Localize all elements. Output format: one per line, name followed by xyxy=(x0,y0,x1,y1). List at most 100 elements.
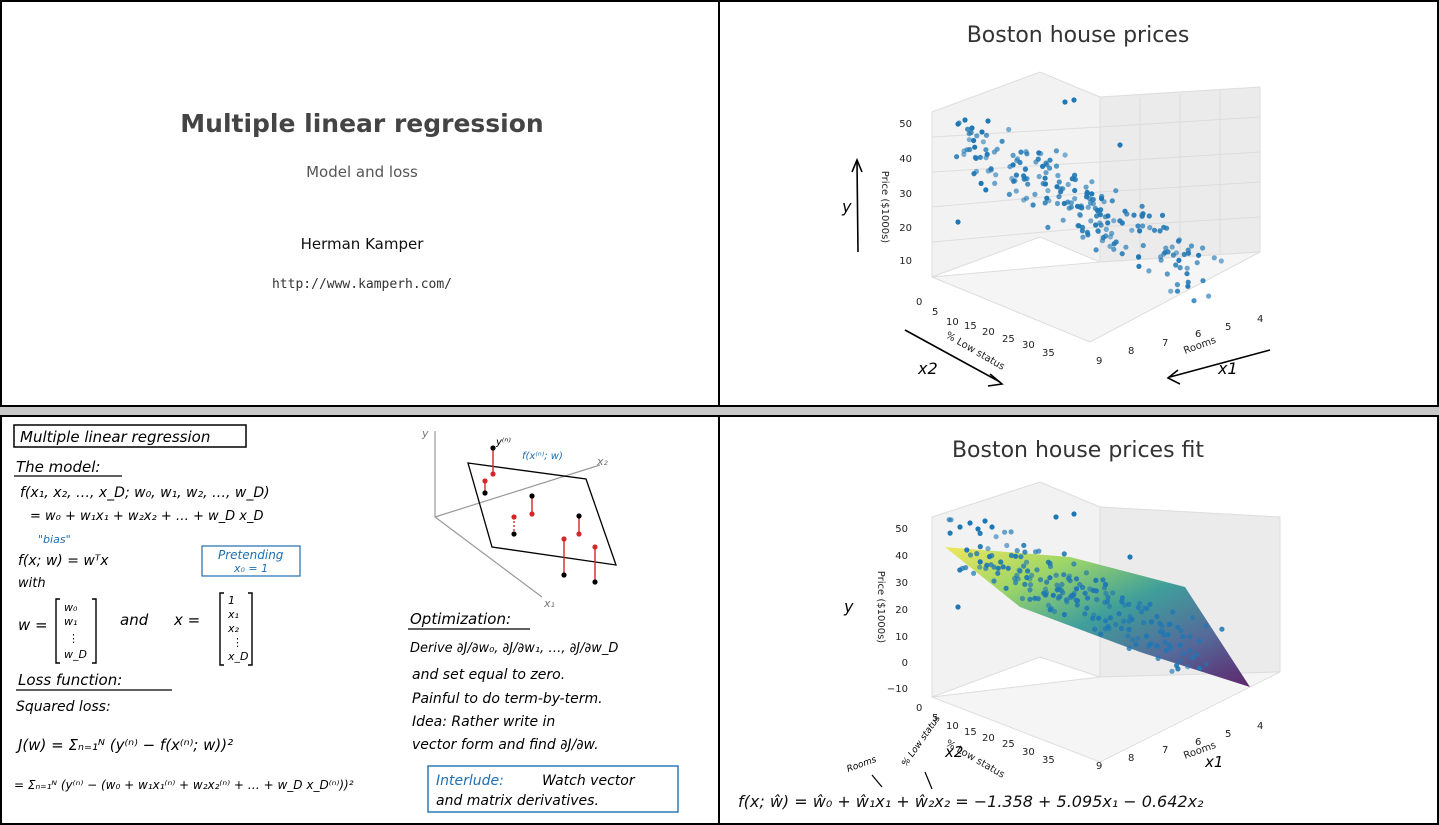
z-tick: 40 xyxy=(895,551,908,562)
opt-line1: Derive ∂J/∂w₀, ∂J/∂w₁, …, ∂J/∂w_D xyxy=(410,641,618,656)
scatter-point xyxy=(1163,245,1169,251)
scatter-point xyxy=(1006,126,1012,133)
scatter-point xyxy=(1073,586,1080,592)
scatter-point xyxy=(983,187,989,193)
scatter-point xyxy=(1173,262,1179,268)
scatter-point xyxy=(1109,198,1115,204)
scatter-point xyxy=(1166,642,1172,648)
scatter-point xyxy=(964,547,970,553)
scatter-point xyxy=(1023,559,1030,565)
scatter-point xyxy=(1180,634,1186,640)
y-axis-label: % Low status xyxy=(944,330,1007,373)
scatter-point xyxy=(973,168,979,175)
scatter-point xyxy=(1059,581,1065,588)
scatter-point xyxy=(1051,608,1058,615)
scatter-point xyxy=(1021,176,1027,182)
x-tick: 5 xyxy=(1225,322,1231,333)
x-tick: 6 xyxy=(1195,737,1201,748)
scatter-point xyxy=(1196,252,1202,258)
annot-rooms: Rooms xyxy=(846,755,879,775)
scatter-point xyxy=(1089,191,1095,197)
x-tick: 9 xyxy=(1096,761,1102,772)
y-tick: 30 xyxy=(1022,340,1035,351)
scatter-point xyxy=(955,121,961,127)
scatter-point xyxy=(1013,553,1019,559)
y-tick: 15 xyxy=(964,727,977,738)
x-vec-el: x₁ xyxy=(227,608,239,621)
scatter-point xyxy=(1194,260,1200,266)
scatter-point xyxy=(1218,258,1224,264)
scatter-point xyxy=(1155,655,1161,661)
scatter-point xyxy=(1126,626,1132,633)
scatter-point xyxy=(1034,567,1040,573)
scatter-point xyxy=(963,565,969,571)
diagram-points xyxy=(482,445,598,585)
scatter-point xyxy=(1116,611,1122,617)
scatter-point xyxy=(1196,638,1202,644)
scatter-point xyxy=(1079,584,1086,590)
scatter-point xyxy=(1074,203,1081,209)
scatter-point xyxy=(1154,613,1160,620)
scatter-point xyxy=(1137,228,1143,234)
scatter-point xyxy=(1068,204,1074,210)
z-tick: −10 xyxy=(887,684,908,695)
scatter-point xyxy=(980,139,986,145)
scatter-point xyxy=(1083,570,1089,576)
scatter-point xyxy=(1080,234,1086,240)
scatter-point xyxy=(1040,163,1046,169)
scatter-point xyxy=(1071,561,1077,567)
scatter-point xyxy=(1062,152,1068,158)
scatter-point xyxy=(1092,626,1098,632)
scatter-point xyxy=(978,180,984,186)
scatter-point xyxy=(1005,565,1011,571)
z-tick: 50 xyxy=(895,524,908,535)
scatter-point xyxy=(969,125,975,131)
scatter-point xyxy=(1184,265,1190,271)
scatter-point xyxy=(1096,210,1102,216)
scatter-point xyxy=(1014,548,1020,554)
scatter-point xyxy=(1105,220,1111,226)
scatter-point xyxy=(1060,590,1066,596)
scatter-point xyxy=(1054,587,1060,593)
loss-eq2: = Σₙ₌₁ᴺ (y⁽ⁿ⁾ − (w₀ + w₁x₁⁽ⁿ⁾ + w₂x₂⁽ⁿ⁾ … xyxy=(14,778,354,792)
scatter-point xyxy=(1053,514,1059,520)
scatter-point xyxy=(1126,645,1132,651)
floor-pane xyxy=(931,251,1261,343)
scatter-point xyxy=(983,132,990,138)
scatter-point xyxy=(1072,196,1078,202)
scatter-point xyxy=(1185,664,1191,670)
y-tick: 5 xyxy=(932,307,938,318)
scatter-point xyxy=(977,564,983,570)
scatter-point xyxy=(1113,239,1119,245)
annot-lowstatus: % Low status xyxy=(900,714,943,769)
diagram-y-label: y xyxy=(421,427,429,440)
scatter-point xyxy=(1147,601,1153,607)
scatter-point xyxy=(985,546,991,552)
scatter-point xyxy=(1053,148,1059,154)
bias-note: "bias" xyxy=(38,533,71,546)
scatter-point xyxy=(1071,97,1077,103)
x-vector-label: x = xyxy=(173,611,200,629)
scatter-point xyxy=(946,517,952,523)
w-vector-label: w = xyxy=(18,616,48,634)
x-tick-labels: 4 5 6 7 8 9 xyxy=(1096,721,1263,772)
scatter-point xyxy=(1102,626,1108,632)
scatter-point xyxy=(967,552,974,558)
author-url[interactable]: http://www.kamperh.com/ xyxy=(271,277,452,292)
scatter-point xyxy=(1055,172,1061,179)
scatter-point xyxy=(1167,621,1173,627)
scatter-point xyxy=(1047,157,1053,163)
plot-title: Boston house prices xyxy=(967,23,1190,48)
scatter-point xyxy=(971,137,977,144)
interlude-text1: Watch vector xyxy=(542,773,636,789)
scatter-point xyxy=(1010,152,1016,158)
scatter-point xyxy=(967,520,973,526)
scatter-point xyxy=(966,137,972,143)
scatter-point xyxy=(1151,227,1158,233)
slide-title: Multiple linear regression xyxy=(180,109,544,138)
scatter-point xyxy=(972,154,978,161)
scatter-point xyxy=(1023,149,1029,155)
scatter-point xyxy=(968,129,974,136)
scatter-point xyxy=(1073,576,1080,582)
scatter-point xyxy=(1126,601,1132,607)
